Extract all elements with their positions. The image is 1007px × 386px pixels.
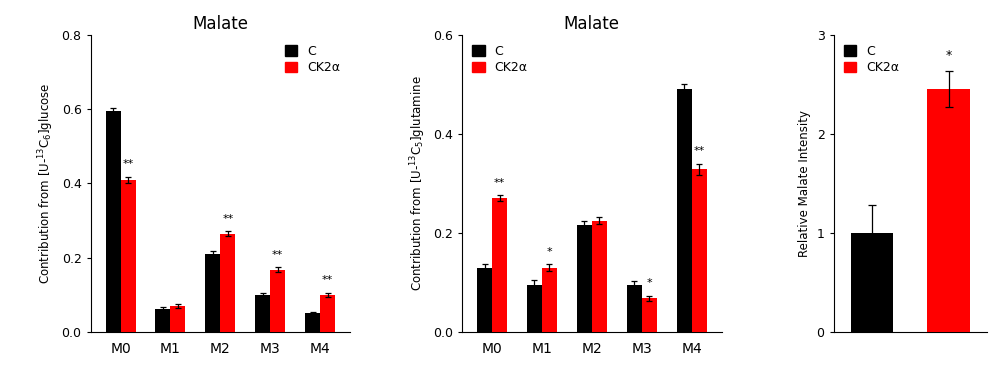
Text: **: ** [493,178,506,188]
Bar [221,234,236,332]
Text: **: ** [223,214,234,224]
Bar [170,306,185,332]
Bar [106,111,121,332]
Bar [492,198,507,332]
Legend: C, CK2α: C, CK2α [840,41,903,78]
Text: *: * [946,49,952,63]
Bar [155,309,170,332]
Y-axis label: Relative Malate Intensity: Relative Malate Intensity [798,110,811,257]
Title: Malate: Malate [564,15,620,33]
Text: **: ** [123,159,134,169]
Title: Malate: Malate [192,15,249,33]
Bar [255,295,270,332]
Bar [851,233,893,332]
Bar [692,169,707,332]
Text: **: ** [694,146,705,156]
Bar [121,179,136,332]
Bar [205,254,221,332]
Bar [477,267,492,332]
Text: *: * [646,278,652,288]
Legend: C, CK2α: C, CK2α [468,41,532,78]
Bar [592,220,607,332]
Bar [270,269,285,332]
Text: **: ** [272,249,283,259]
Bar [320,295,335,332]
Text: **: ** [322,275,333,285]
Y-axis label: Contribution from [U-$^{13}$C$_6$]glucose: Contribution from [U-$^{13}$C$_6$]glucos… [36,83,56,284]
Bar [626,285,641,332]
Bar [577,225,592,332]
Bar [542,267,557,332]
Legend: C, CK2α: C, CK2α [281,41,343,78]
Bar [677,89,692,332]
Bar [305,313,320,332]
Bar [527,285,542,332]
Y-axis label: Contribution from [U-$^{13}$C$_5$]glutamine: Contribution from [U-$^{13}$C$_5$]glutam… [408,76,428,291]
Bar [927,89,970,332]
Text: *: * [547,247,552,257]
Bar [641,298,657,332]
